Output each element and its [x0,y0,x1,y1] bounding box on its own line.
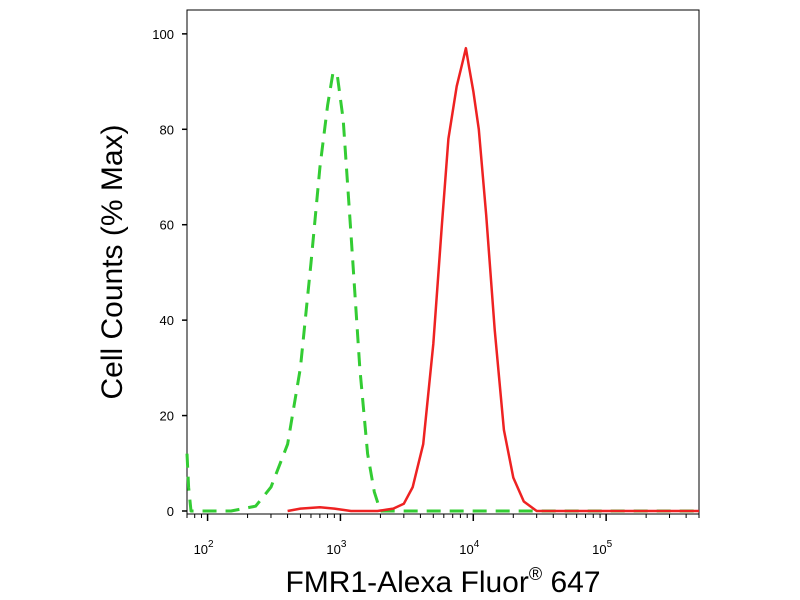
y-axis-ticks: 0 20 40 60 80 100 [152,27,187,519]
x-tick-label: 104 [459,539,479,557]
x-tick-label: 105 [592,539,612,557]
x-axis-title-superscript: ® [529,564,542,584]
y-tick-label: 100 [152,27,174,42]
x-tick-label: 103 [326,539,346,557]
y-tick-label: 0 [167,504,174,519]
series-line-dashed [185,70,699,513]
series-line-solid [287,46,699,513]
x-axis-title-suffix: 647 [542,566,600,599]
x-tick-label: 102 [194,539,214,557]
y-tick-label: 60 [160,218,174,233]
series-layer [185,46,699,513]
x-axis-title-main: FMR1-Alexa Fluor [285,566,528,599]
plot-frame [186,9,700,515]
y-tick-label: 80 [160,122,174,137]
y-axis-title: Cell Counts (% Max) [96,124,129,399]
y-tick-label: 40 [160,313,174,328]
x-axis-title: FMR1-Alexa Fluor® 647 [285,564,600,599]
y-tick-label: 20 [160,409,174,424]
x-axis-ticks: 102 103 104 105 [186,514,700,557]
